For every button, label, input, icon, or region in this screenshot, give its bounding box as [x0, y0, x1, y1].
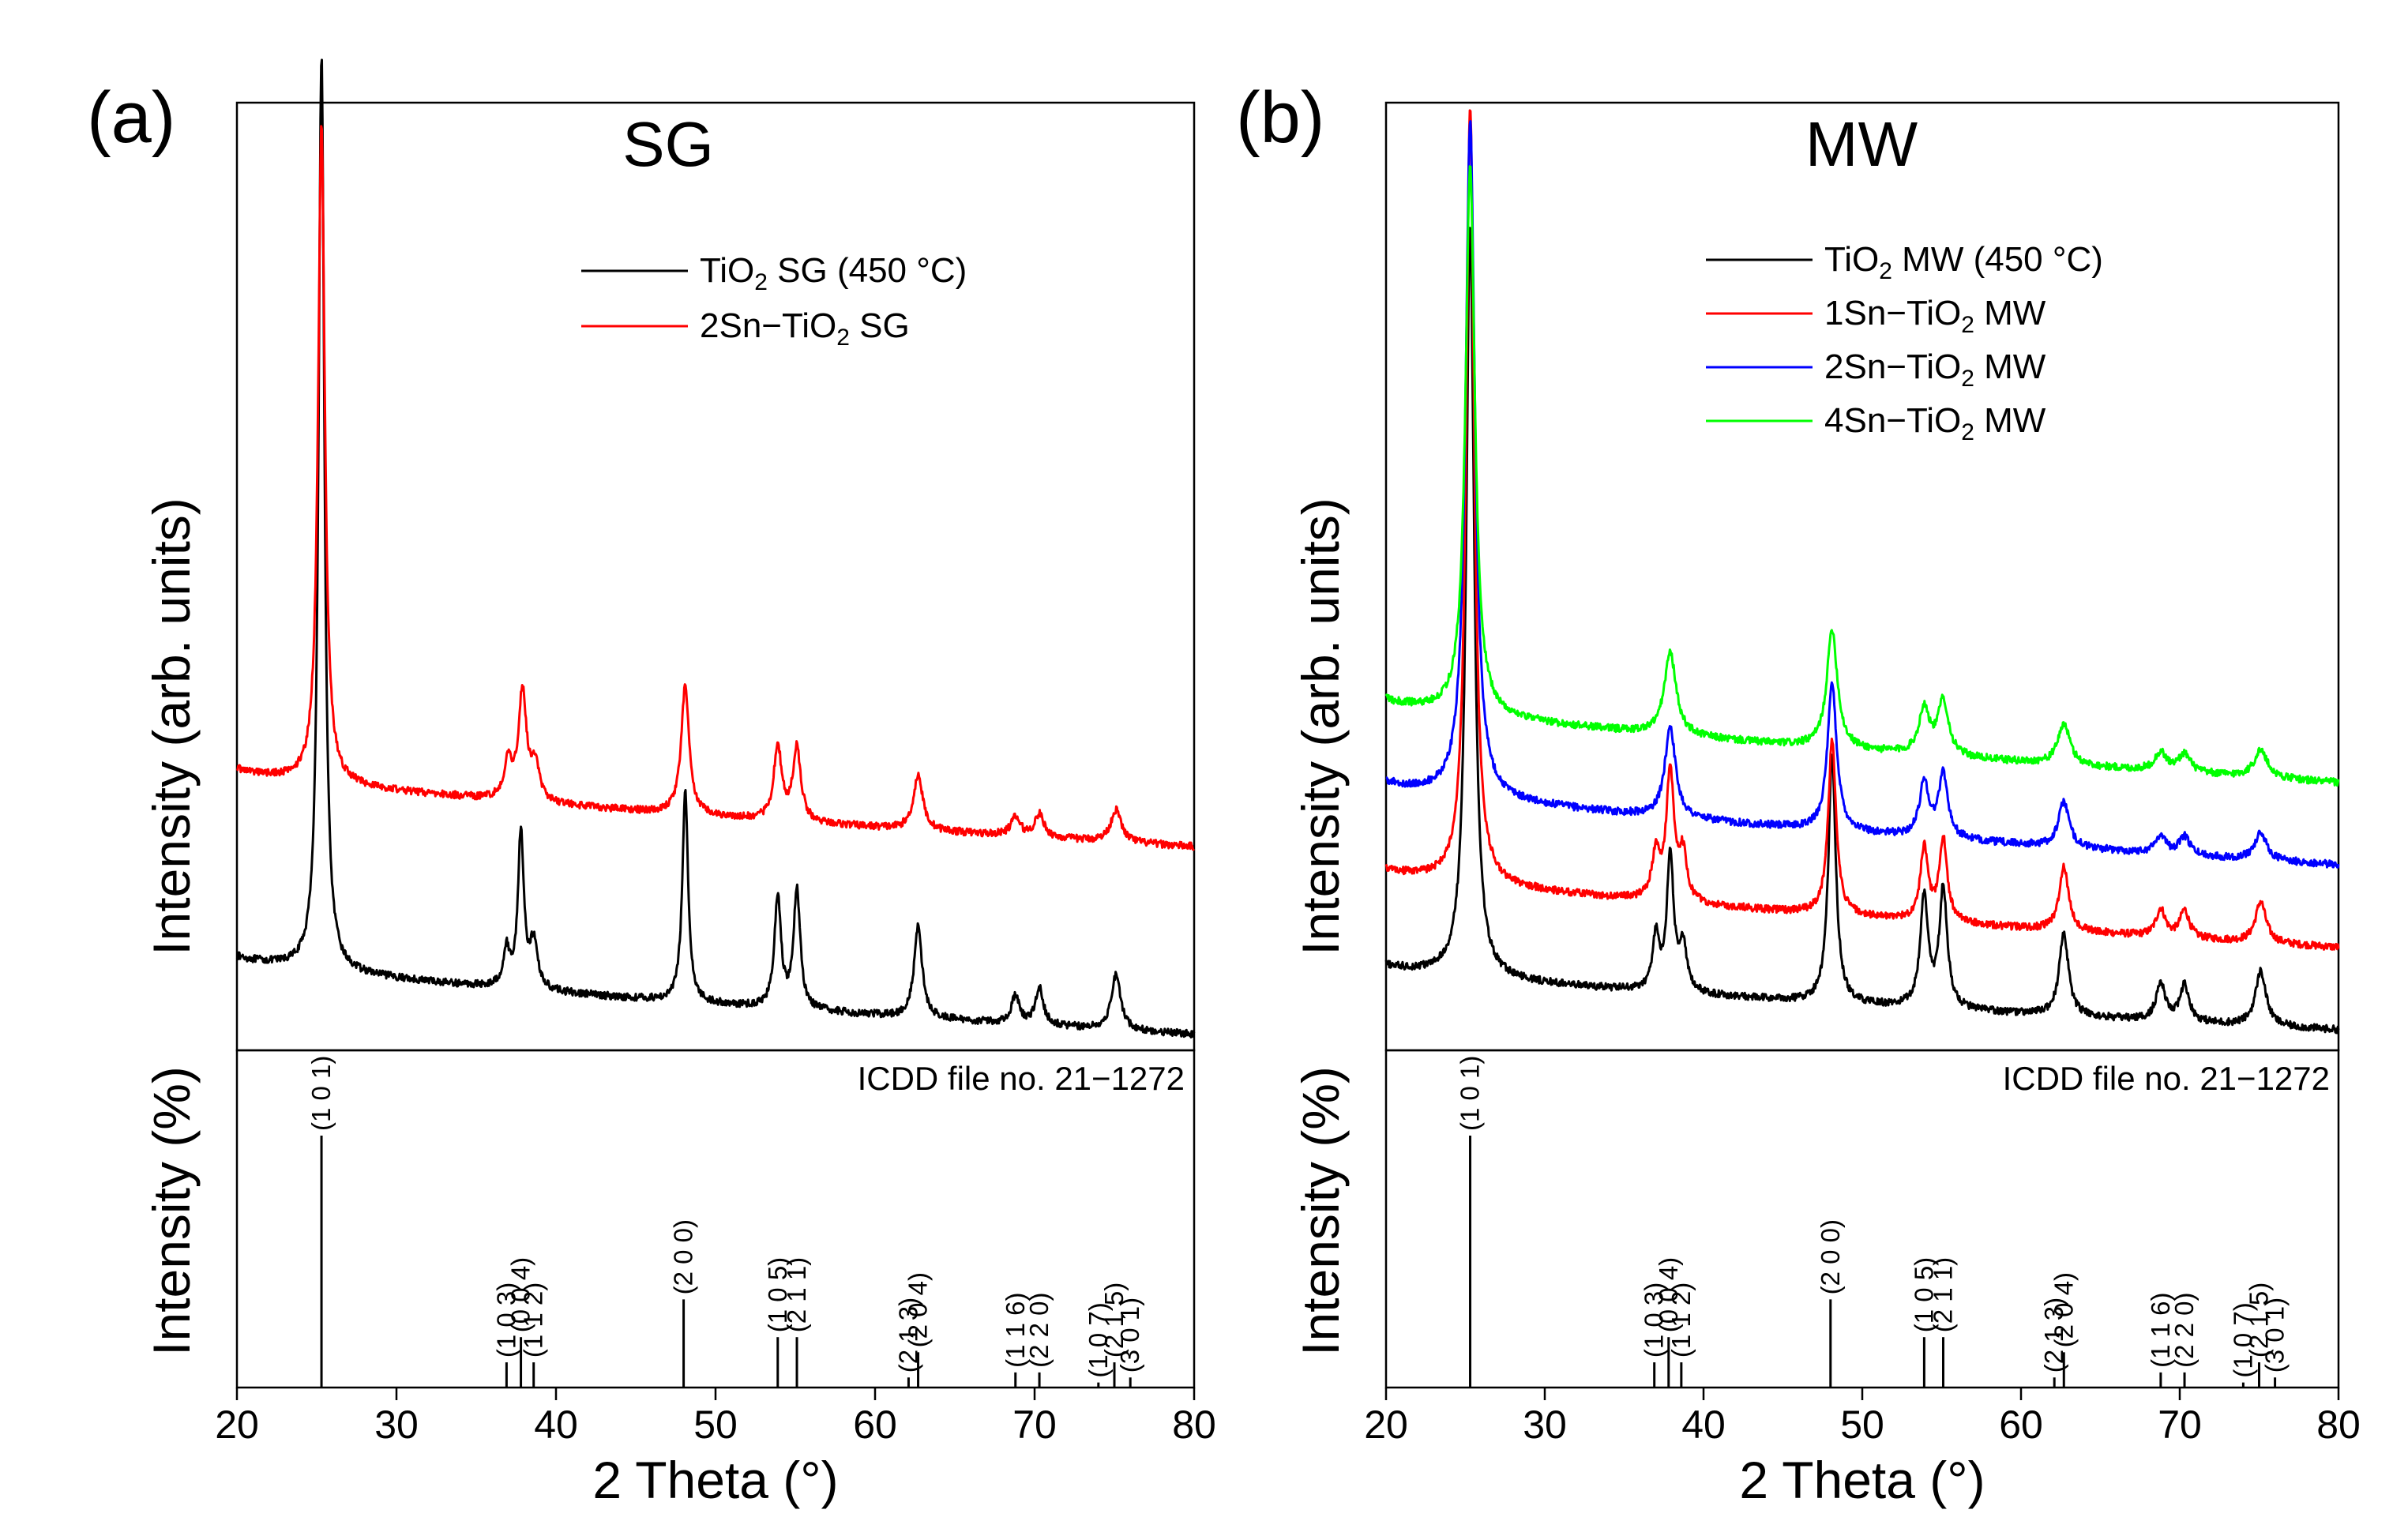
reference-peak-label: (3 0 1): [2260, 1298, 2290, 1373]
xrd-pattern-tio2-mw-450-c-: [1384, 227, 2340, 1035]
panel-title: SG: [622, 109, 714, 179]
x-tick-label: 30: [1523, 1403, 1567, 1447]
y-axis-title-reference: Intensity (%): [142, 1066, 201, 1356]
x-axis-title: 2 Theta (°): [1739, 1451, 1985, 1509]
reference-peak-label: (1 1 6): [1001, 1292, 1030, 1367]
reference-peak-label: (3 0 1): [1115, 1298, 1144, 1373]
legend-label: TiO2 MW (450 °C): [1824, 240, 2103, 284]
xrd-pattern-2sn-tio2-mw: [1385, 120, 2340, 869]
reference-peak-label: (0 0 4): [1654, 1257, 1683, 1332]
pattern-plot-frame: [235, 101, 1196, 1052]
xrd-pattern-tio2-sg-450-c-: [235, 58, 1196, 1038]
reference-peak-label: (2 1 1): [1929, 1257, 1958, 1332]
reference-peak-label: (1 0 3): [491, 1283, 520, 1358]
reference-peak-label: (2 0 0): [1816, 1219, 1845, 1294]
panel-b: 20 30 40 50 60 70 80 2 Theta (°) Intensity (arb.…: [1236, 77, 2361, 1509]
x-tick-label: 70: [1012, 1403, 1057, 1447]
x-tick-label: 20: [1364, 1403, 1408, 1447]
reference-peak-label: (1 1 2): [519, 1283, 548, 1358]
legend-label: 2Sn−TiO2 SG: [700, 306, 910, 351]
reference-peak-label: (1 0 5): [763, 1257, 792, 1332]
x-tick-label: 60: [853, 1403, 897, 1447]
x-tick-label: 60: [1999, 1403, 2043, 1447]
x-tick-label: 40: [534, 1403, 578, 1447]
x-tick-label: 80: [2316, 1403, 2361, 1447]
xrd-pattern-2sn-tio2-sg: [235, 125, 1196, 851]
panel-label: (b): [1236, 77, 1324, 158]
reference-peak-label: (2 1 1): [782, 1257, 811, 1332]
x-tick-label: 40: [1681, 1403, 1726, 1447]
legend-label: TiO2 SG (450 °C): [700, 251, 967, 295]
x-tick-label: 30: [374, 1403, 419, 1447]
panel-label: (a): [87, 77, 175, 158]
reference-peak-label: (0 0 4): [506, 1257, 535, 1332]
panel-title: MW: [1805, 109, 1918, 179]
x-tick-label: 50: [693, 1403, 738, 1447]
y-axis-title-pattern: Intensity (arb. units): [142, 498, 201, 956]
panel-a: 20 30 40 50 60 70 80 2 Theta (°) Intensity (arb.…: [87, 58, 1216, 1509]
reference-peak-label: (2 2 0): [2169, 1292, 2199, 1367]
x-tick-label: 80: [1172, 1403, 1216, 1447]
reference-peak-label: (1 0 5): [1909, 1257, 1938, 1332]
reference-peak-label: (1 1 6): [2146, 1292, 2175, 1367]
y-axis-title-pattern: Intensity (arb. units): [1291, 498, 1350, 956]
xrd-pattern-4sn-tio2-mw: [1384, 165, 2340, 787]
legend-label: 1Sn−TiO2 MW: [1824, 294, 2046, 338]
xrd-pattern-1sn-tio2-mw: [1384, 109, 2340, 951]
x-tick-label: 50: [1840, 1403, 1884, 1447]
reference-peak-label: (2 0 4): [903, 1272, 933, 1347]
icdd-reference-label: ICDD file no. 21−1272: [858, 1060, 1185, 1097]
reference-peak-label: (2 1 5): [2245, 1283, 2274, 1358]
reference-peak-label: (2 2 0): [1024, 1292, 1054, 1367]
legend-label: 4Sn−TiO2 MW: [1824, 401, 2046, 445]
x-tick-label: 20: [215, 1403, 259, 1447]
icdd-reference-label: ICDD file no. 21−1272: [2003, 1060, 2330, 1097]
x-axis-title: 2 Theta (°): [592, 1451, 838, 1509]
reference-peak-label: (2 0 4): [2049, 1272, 2078, 1347]
reference-peak-label: (1 0 1): [1456, 1056, 1485, 1131]
reference-peak-label: (1 0 1): [306, 1056, 336, 1131]
reference-peak-label: (1 1 2): [1666, 1283, 1696, 1358]
x-tick-label: 70: [2158, 1403, 2202, 1447]
reference-peak-label: (1 0 7): [2228, 1302, 2257, 1377]
reference-peak-label: (1 0 3): [1640, 1283, 1669, 1358]
y-axis-title-reference: Intensity (%): [1291, 1066, 1350, 1356]
reference-peak-label: (2 0 0): [669, 1219, 698, 1294]
legend-label: 2Sn−TiO2 MW: [1824, 347, 2046, 392]
reference-peak-label: (2 1 5): [1099, 1283, 1129, 1358]
reference-peak-label: (1 0 7): [1084, 1302, 1113, 1377]
